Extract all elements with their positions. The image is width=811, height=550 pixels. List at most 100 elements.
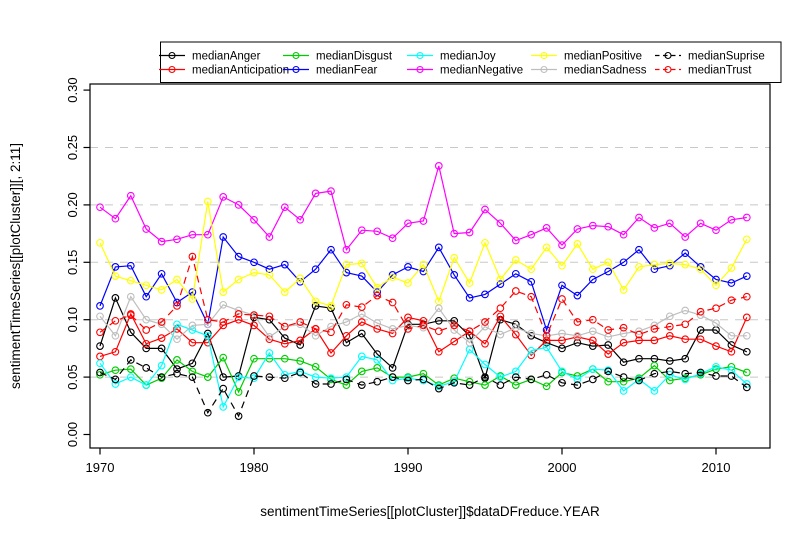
data-point-marker — [96, 352, 104, 361]
data-point-marker — [173, 356, 181, 364]
data-point-marker — [450, 271, 459, 279]
data-point-marker — [327, 380, 335, 388]
data-point-marker — [157, 286, 166, 294]
legend-marker — [168, 51, 176, 60]
data-point-marker — [496, 381, 505, 389]
legend-marker — [540, 65, 548, 74]
data-point-marker — [404, 263, 412, 271]
data-point-marker — [388, 271, 397, 279]
data-point-marker — [173, 320, 181, 329]
data-point-marker — [188, 359, 197, 368]
data-point-marker — [434, 316, 443, 325]
data-point-marker — [280, 354, 289, 363]
data-point-marker — [588, 375, 597, 384]
data-point-marker — [465, 338, 474, 347]
data-point-marker — [558, 241, 566, 249]
data-point-marker — [604, 326, 613, 334]
data-point-marker — [219, 384, 228, 393]
data-point-marker — [604, 367, 613, 376]
data-point-marker — [311, 189, 320, 198]
series-line-medianAnger — [99, 296, 748, 381]
data-point-marker — [588, 365, 597, 373]
data-point-marker — [619, 286, 628, 294]
data-point-marker — [588, 342, 597, 350]
data-point-marker — [542, 382, 551, 391]
data-point-marker — [665, 322, 674, 331]
data-point-marker — [511, 323, 520, 332]
data-point-marker — [419, 217, 428, 225]
data-point-marker — [434, 243, 443, 252]
data-point-marker — [727, 296, 736, 305]
data-point-marker — [96, 203, 104, 212]
data-point-marker — [327, 349, 335, 357]
data-point-marker — [635, 213, 643, 222]
data-point-marker — [357, 272, 366, 280]
data-point-marker — [573, 331, 582, 340]
data-point-marker — [604, 258, 613, 267]
data-point-marker — [342, 373, 351, 381]
series-medianNegative — [96, 162, 751, 254]
data-point-marker — [250, 354, 258, 363]
data-point-marker — [296, 336, 305, 345]
x-tick-label: 1980 — [240, 460, 269, 475]
data-point-marker — [142, 315, 151, 324]
data-point-marker — [511, 256, 520, 264]
series-line-medianJoy — [99, 323, 748, 409]
data-point-marker — [681, 369, 690, 378]
data-point-marker — [419, 260, 428, 269]
legend-label: medianDisgust — [316, 51, 393, 63]
data-point-marker — [342, 381, 351, 389]
data-point-marker — [157, 237, 166, 246]
data-point-marker — [511, 373, 520, 381]
data-point-marker — [527, 230, 536, 239]
data-point-marker — [280, 334, 289, 342]
data-point-marker — [188, 326, 197, 334]
data-point-marker — [650, 265, 659, 274]
legend-label: medianJoy — [440, 51, 496, 63]
data-point-marker — [111, 272, 120, 280]
data-point-marker — [511, 287, 520, 295]
data-point-marker — [96, 359, 104, 368]
data-point-marker — [188, 321, 197, 330]
data-point-marker — [450, 229, 459, 238]
data-point-marker — [111, 214, 120, 223]
data-point-marker — [234, 315, 243, 324]
data-point-marker — [250, 268, 258, 277]
legend-label: medianSadness — [564, 65, 647, 77]
data-point-marker — [188, 338, 197, 347]
series-medianPositive — [96, 197, 751, 310]
data-point-marker — [296, 368, 305, 377]
legend-marker — [416, 65, 424, 74]
data-point-marker — [219, 353, 228, 362]
data-point-marker — [342, 300, 351, 309]
data-point-marker — [742, 383, 751, 392]
data-point-marker — [265, 373, 274, 381]
data-point-marker — [373, 350, 382, 358]
series-line-medianFear — [99, 235, 748, 332]
data-point-marker — [373, 356, 382, 364]
data-point-marker — [96, 368, 104, 377]
data-point-marker — [280, 339, 289, 348]
data-point-marker — [311, 265, 320, 274]
data-point-marker — [173, 275, 181, 284]
data-point-marker — [373, 291, 382, 300]
data-point-marker — [588, 275, 597, 284]
data-point-marker — [388, 273, 397, 282]
x-tick-label: 1970 — [86, 460, 115, 475]
data-point-marker — [650, 369, 659, 378]
data-point-marker — [203, 197, 212, 206]
data-point-marker — [450, 337, 459, 346]
data-point-marker — [357, 329, 366, 338]
data-point-marker — [496, 330, 505, 339]
data-point-marker — [511, 381, 520, 389]
data-point-marker — [727, 279, 736, 287]
data-point-marker — [665, 261, 674, 270]
data-point-marker — [404, 374, 412, 383]
data-point-marker — [280, 374, 289, 383]
x-tick-label: 1990 — [394, 460, 423, 475]
legend-label: medianAnger — [192, 51, 261, 63]
data-point-marker — [327, 187, 335, 195]
data-point-marker — [742, 292, 751, 301]
data-point-marker — [419, 323, 428, 332]
